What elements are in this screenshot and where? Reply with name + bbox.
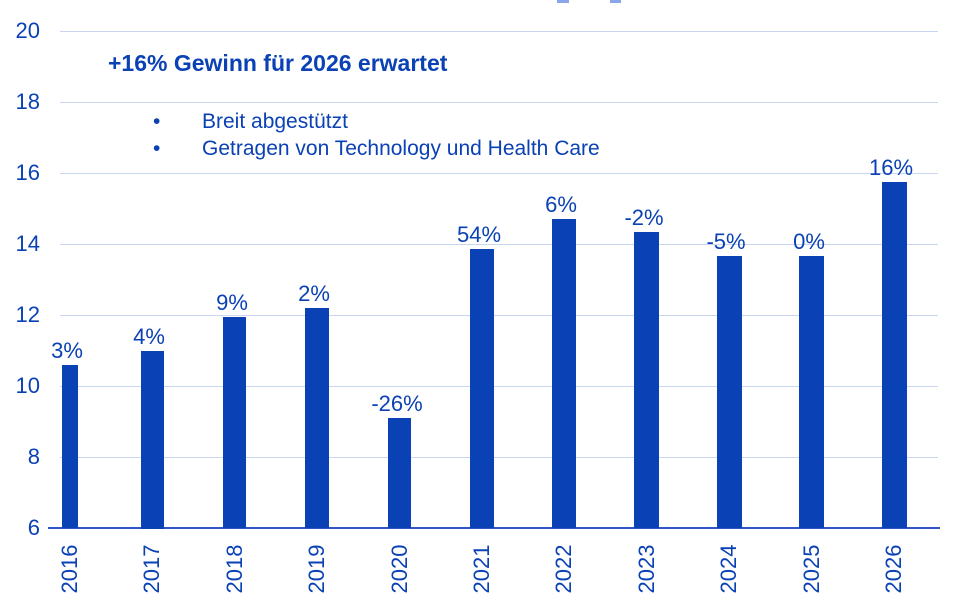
bar-label: -5% <box>706 229 746 254</box>
x-tick-label: 2025 <box>799 544 824 594</box>
bar-2020 <box>388 418 411 528</box>
y-tick-label: 8 <box>27 444 40 469</box>
y-tick-label: 14 <box>15 231 40 256</box>
annotation-bullet: Breit abgestützt <box>153 108 600 135</box>
bar-2025 <box>799 256 824 528</box>
x-axis-line <box>48 527 940 529</box>
x-tick-label: 2016 <box>57 544 82 594</box>
bar-2016 <box>62 365 78 528</box>
bar-2023 <box>634 232 659 528</box>
x-tick-label: 2017 <box>139 544 164 594</box>
clipped-title-remnant <box>610 0 621 3</box>
x-tick-label: 2022 <box>551 544 576 594</box>
x-tick-label: 2026 <box>881 544 906 594</box>
bar-2024 <box>717 256 742 528</box>
clipped-title-remnant <box>557 0 569 3</box>
y-tick-label: 6 <box>27 515 40 540</box>
x-tick-label: 2020 <box>387 544 412 594</box>
bar-label: 2% <box>298 281 330 306</box>
y-tick-label: 16 <box>15 160 40 185</box>
gridline <box>60 315 938 316</box>
annotation-bullet: Getragen von Technology und Health Care <box>153 135 600 162</box>
bar-label: 6% <box>545 192 577 217</box>
bar-label: 16% <box>868 155 914 180</box>
bar-label: -2% <box>624 205 664 230</box>
bar-label: 4% <box>133 324 165 349</box>
gridline <box>60 173 938 174</box>
y-tick-label: 18 <box>15 89 40 114</box>
y-tick-label: 12 <box>15 302 40 327</box>
bar-label: 54% <box>456 222 502 247</box>
bar-2026 <box>882 182 907 528</box>
bar-2018 <box>223 317 246 528</box>
bar-2021 <box>470 249 494 528</box>
y-tick-label: 20 <box>15 18 40 43</box>
x-tick-label: 2019 <box>304 544 329 594</box>
x-tick-label: 2024 <box>716 544 741 594</box>
bar-label: -26% <box>371 391 423 416</box>
gridline <box>60 102 938 103</box>
y-tick-label: 10 <box>15 373 40 398</box>
gridline <box>60 457 938 458</box>
gridline <box>60 244 938 245</box>
annotation-title: +16% Gewinn für 2026 erwartet <box>108 50 448 76</box>
annotation-bullet-list: Breit abgestütztGetragen von Technology … <box>153 108 600 162</box>
x-tick-label: 2023 <box>634 544 659 594</box>
bar-label: 9% <box>216 290 248 315</box>
bar-2019 <box>305 308 329 528</box>
bar-label: 3% <box>51 338 83 363</box>
bar-2022 <box>552 219 576 528</box>
x-tick-label: 2021 <box>469 544 494 594</box>
bar-label: 0% <box>793 229 825 254</box>
bar-2017 <box>141 351 164 529</box>
gridline <box>60 386 938 387</box>
x-tick-label: 2018 <box>222 544 247 594</box>
gridline <box>60 31 938 32</box>
